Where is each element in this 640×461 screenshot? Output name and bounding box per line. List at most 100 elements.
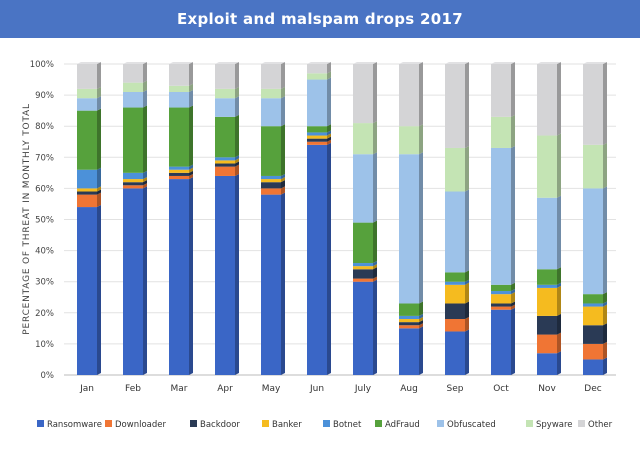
bar-segment-side (143, 105, 147, 173)
bar-segment-backdoor (307, 138, 327, 142)
x-tick-label: Mar (171, 384, 188, 394)
bar-segment-ransomware (399, 328, 419, 375)
bar-segment-ransomware (353, 281, 373, 375)
bar-segment-side (143, 89, 147, 108)
bar-segment-ransomware (215, 175, 235, 375)
legend-label: Spyware (536, 420, 573, 430)
bar-segment-side (327, 71, 331, 80)
bar-segment-spyware (491, 116, 511, 148)
legend-swatch (578, 420, 585, 427)
bar-segment-downloader (445, 319, 465, 332)
bar-segment-side (189, 62, 193, 86)
bar-segment-side (235, 164, 239, 176)
bar-segment-backdoor (399, 322, 419, 326)
bar-segment-side (281, 192, 285, 375)
bar-segment-other (261, 64, 281, 89)
x-tick-label: Jun (309, 384, 324, 394)
bar-segment-ransomware (491, 309, 511, 375)
bar-segment-ransomware (77, 207, 97, 375)
legend-swatch (262, 420, 269, 427)
bar-segment-side (281, 180, 285, 189)
bar-segment-backdoor (261, 182, 281, 189)
bar-segment-side (603, 301, 607, 307)
bar-segment-side (419, 152, 423, 304)
bar-segment-side (557, 313, 561, 335)
bar-top (445, 62, 469, 64)
bar-segment-obfuscated (215, 98, 235, 117)
bar-segment-side (327, 124, 331, 133)
legend-swatch (190, 420, 197, 427)
bar-segment-downloader (77, 194, 97, 208)
bar-segment-side (465, 301, 469, 320)
bars (77, 62, 607, 375)
bar-segment-side (557, 195, 561, 270)
bar-segment-side (189, 170, 193, 176)
bar-segment-other (123, 64, 143, 83)
bar-segment-backdoor (169, 172, 189, 176)
bar-segment-ransomware (537, 353, 557, 375)
bar-segment-adfraud (169, 107, 189, 167)
bar-segment-adfraud (353, 222, 373, 264)
bar-segment-ransomware (445, 331, 465, 375)
bar-segment-downloader (261, 188, 281, 195)
bar-segment-side (557, 332, 561, 354)
bar-segment-botnet (169, 166, 189, 170)
y-tick-label: 0% (41, 371, 55, 381)
bar-segment-side (281, 186, 285, 195)
bar-segment-side (97, 108, 101, 170)
bar-segment-side (97, 189, 101, 195)
x-tick-label: Sep (447, 384, 464, 394)
bar-segment-backdoor (583, 325, 603, 344)
bar-segment-other (77, 64, 97, 89)
bar-segment-side (143, 80, 147, 92)
bar-top (399, 62, 423, 64)
bar-segment-side (373, 121, 377, 155)
bar-top (261, 62, 285, 64)
bar-segment-side (189, 164, 193, 170)
bar-segment-side (511, 114, 515, 148)
bar-segment-other (399, 64, 419, 127)
bar-segment-banker (445, 284, 465, 304)
bar-segment-backdoor (491, 303, 511, 307)
bar-segment-botnet (491, 291, 511, 295)
grid-lines (64, 63, 616, 376)
bar-segment-side (603, 357, 607, 375)
bar-segment-side (189, 167, 193, 173)
bar-segment-adfraud (77, 110, 97, 170)
bar-segment-obfuscated (583, 188, 603, 295)
legend-label: AdFraud (385, 420, 420, 430)
bar-segment-side (189, 105, 193, 167)
chart-title-bar: Exploit and malspam drops 2017 (0, 0, 640, 38)
legend-label: Banker (272, 420, 302, 430)
bar-segment-side (281, 62, 285, 89)
x-tick-label: Jan (79, 384, 94, 394)
bar-segment-side (465, 145, 469, 192)
bar-segment-side (97, 86, 101, 99)
bar-segment-backdoor (537, 315, 557, 335)
bar-segment-side (373, 264, 377, 270)
bar-segment-side (557, 133, 561, 198)
x-tick-label: Dec (584, 384, 601, 394)
legend-swatch (526, 420, 533, 427)
bar-segment-backdoor (353, 269, 373, 279)
bar-segment-side (97, 186, 101, 192)
bar-segment-botnet (583, 303, 603, 307)
y-tick-labels: 0% 10% 20% 30% 40% 50% 60% 70% 80% 90% 100% (30, 60, 54, 381)
y-tick-label: 60% (35, 184, 54, 194)
bar-segment-adfraud (537, 269, 557, 285)
bar-segment-other (583, 64, 603, 145)
bar-segment-adfraud (307, 126, 327, 133)
bar-segment-side (143, 177, 147, 183)
bar-segment-botnet (215, 157, 235, 161)
bar-segment-side (511, 289, 515, 295)
bar-segment-obfuscated (123, 91, 143, 108)
bar-segment-side (603, 292, 607, 304)
bar-segment-banker (77, 188, 97, 192)
bar-segment-downloader (215, 166, 235, 176)
bar-segment-side (511, 292, 515, 304)
bar-segment-downloader (399, 325, 419, 329)
bar-segment-side (327, 142, 331, 375)
bar-segment-side (557, 282, 561, 288)
bar-segment-banker (169, 169, 189, 173)
